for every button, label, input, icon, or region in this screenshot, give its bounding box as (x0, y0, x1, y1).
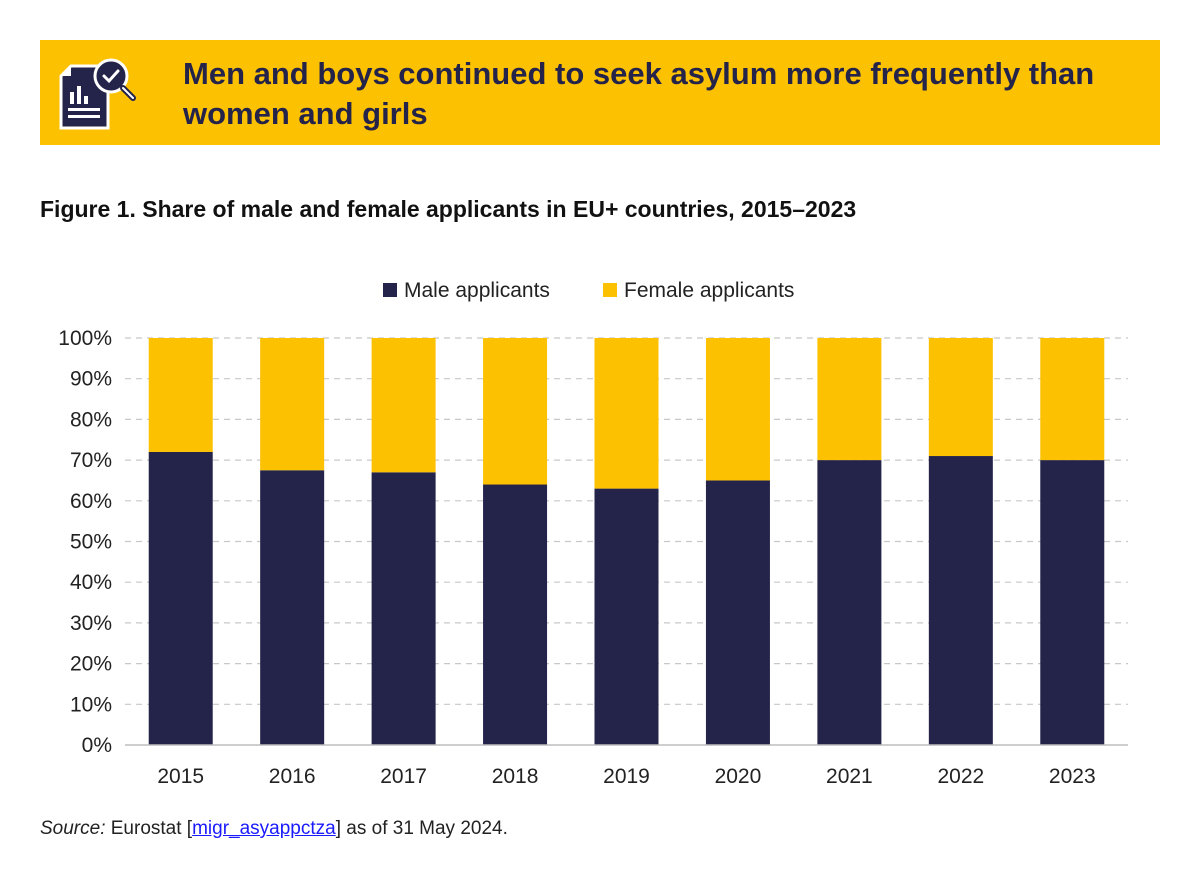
bar-male-2023 (1040, 460, 1105, 745)
y-tick-label: 70% (70, 449, 112, 472)
bar-male-2016 (260, 470, 325, 745)
legend-label-0: Male applicants (404, 279, 550, 302)
banner-title: Men and boys continued to seek asylum mo… (183, 56, 1095, 131)
x-tick-label: 2023 (1049, 765, 1096, 788)
bar-female-2016 (260, 338, 325, 471)
x-tick-label: 2015 (157, 765, 204, 788)
bar-female-2023 (1040, 338, 1105, 461)
title-banner: Men and boys continued to seek asylum mo… (40, 40, 1160, 145)
y-tick-label: 40% (70, 571, 112, 594)
bar-male-2021 (817, 460, 882, 745)
x-tick-label: 2020 (715, 765, 762, 788)
source-link[interactable]: migr_asyappctza (192, 818, 336, 839)
legend-label-1: Female applicants (624, 279, 794, 302)
y-tick-label: 90% (70, 368, 112, 391)
x-tick-label: 2018 (492, 765, 539, 788)
bar-female-2018 (483, 338, 548, 485)
bar-female-2017 (371, 338, 436, 473)
source-text-before: Eurostat [ (105, 818, 193, 839)
bar-male-2017 (371, 472, 436, 745)
y-tick-label: 10% (70, 693, 112, 716)
bar-female-2020 (705, 338, 770, 481)
x-tick-label: 2017 (380, 765, 427, 788)
bar-male-2020 (705, 480, 770, 745)
y-tick-label: 100% (58, 327, 112, 350)
bar-male-2018 (483, 484, 548, 745)
legend-swatch-0 (383, 283, 397, 297)
bar-female-2015 (148, 338, 213, 452)
x-tick-label: 2016 (269, 765, 316, 788)
source-note: Source: Eurostat [migr_asyappctza] as of… (40, 818, 508, 840)
y-tick-label: 80% (70, 408, 112, 431)
y-tick-label: 60% (70, 490, 112, 513)
y-tick-label: 30% (70, 612, 112, 635)
y-tick-label: 20% (70, 653, 112, 676)
x-tick-label: 2021 (826, 765, 873, 788)
report-chart-magnifier-icon (59, 58, 136, 130)
y-tick-label: 50% (70, 531, 112, 554)
bar-female-2019 (594, 338, 659, 489)
bar-male-2019 (594, 488, 659, 745)
bar-female-2021 (817, 338, 882, 461)
figure-title: Figure 1. Share of male and female appli… (40, 196, 857, 222)
y-tick-label: 0% (82, 734, 112, 757)
bar-male-2022 (928, 456, 993, 745)
legend-swatch-1 (603, 283, 617, 297)
bar-male-2015 (148, 451, 213, 745)
source-text-after: ] as of 31 May 2024. (335, 818, 508, 839)
source-label: Source: (40, 818, 106, 839)
bar-female-2022 (928, 338, 993, 457)
stacked-bar-chart: Male applicants Female applicants 0% 10% 20%… (58, 279, 1128, 788)
x-tick-label: 2022 (937, 765, 984, 788)
x-tick-label: 2019 (603, 765, 650, 788)
